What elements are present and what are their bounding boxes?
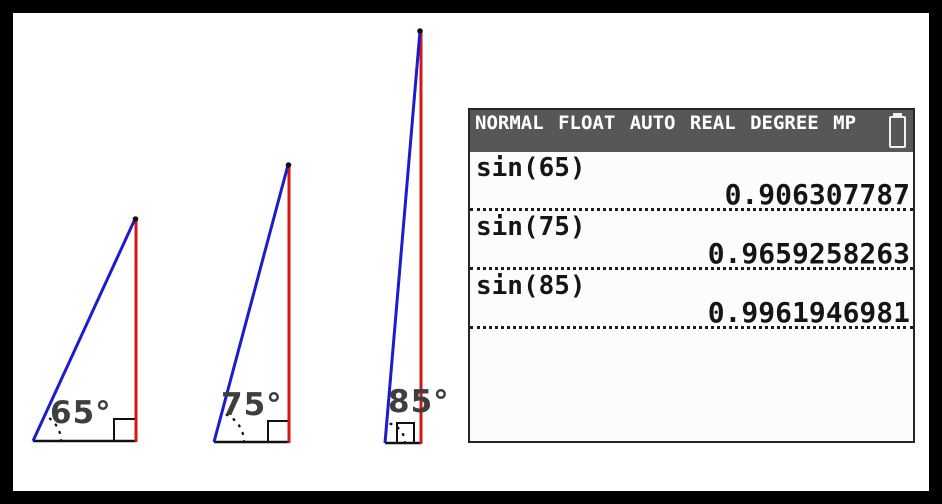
calc-entry-result: 0.906307787 (724, 178, 910, 211)
calc-entry: sin(75) 0.9659258263 (470, 211, 913, 270)
calc-entry: sin(85) 0.9961946981 (470, 270, 913, 329)
calc-entry-result: 0.9961946981 (707, 296, 910, 329)
calc-entry-expression: sin(85) (476, 271, 586, 301)
calc-entry-result: 0.9659258263 (707, 237, 910, 270)
status-bar-text: NORMAL FLOAT AUTO REAL DEGREE MP (475, 112, 857, 134)
triangle-85 (383, 28, 423, 445)
battery-icon (889, 113, 906, 148)
triangle-65-hypotenuse (31, 218, 137, 442)
triangle-85-hypotenuse (383, 30, 422, 444)
triangle-85-apex-dot (417, 28, 423, 34)
triangle-65-apex-dot (132, 216, 139, 222)
triangle-65-angle-arc (43, 414, 63, 443)
calc-entry: sin(65) 0.906307787 (470, 152, 913, 211)
angle-label-75: 75° (221, 387, 283, 423)
angle-label-65: 65° (50, 395, 112, 431)
calc-entry-expression: sin(75) (476, 212, 586, 242)
triangle-65-right-angle-marker (113, 418, 136, 441)
triangle-75-right-angle-marker (267, 420, 289, 442)
calculator-status-bar: NORMAL FLOAT AUTO REAL DEGREE MP (470, 110, 913, 152)
triangle-75-apex-dot (285, 162, 292, 168)
calculator-history: sin(65) 0.906307787 sin(75) 0.9659258263… (470, 152, 913, 329)
triangle-65 (31, 216, 139, 443)
triangle-85-right-angle-marker (396, 422, 415, 444)
triangle-75-hypotenuse (212, 164, 290, 443)
triangle-85-angle-arc (385, 421, 407, 445)
triangle-75 (212, 162, 292, 444)
angle-label-85: 85° (388, 384, 450, 420)
calc-entry-expression: sin(65) (476, 153, 586, 183)
calculator-screen: NORMAL FLOAT AUTO REAL DEGREE MP sin(65)… (468, 108, 915, 443)
